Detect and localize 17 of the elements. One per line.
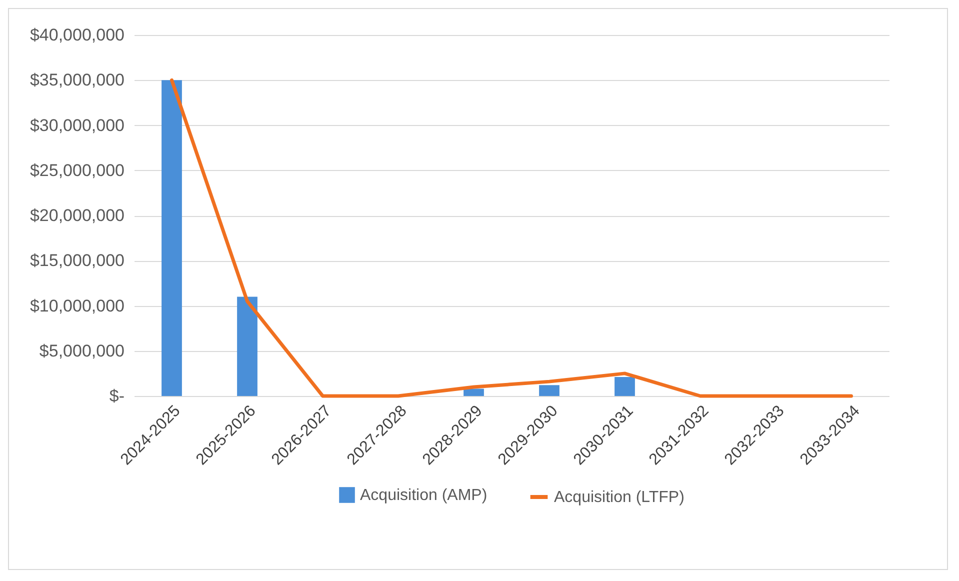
y-tick-label: $- bbox=[109, 386, 124, 406]
legend-label: Acquisition (LTFP) bbox=[554, 489, 684, 506]
y-tick-label: $35,000,000 bbox=[30, 70, 124, 90]
y-tick-label: $25,000,000 bbox=[30, 160, 124, 180]
y-tick-label: $15,000,000 bbox=[30, 251, 124, 270]
y-tick-label: $10,000,000 bbox=[30, 296, 124, 316]
bar bbox=[162, 80, 182, 396]
legend-label: Acquisition (AMP) bbox=[360, 487, 488, 504]
bar bbox=[464, 388, 484, 396]
y-tick-label: $5,000,000 bbox=[39, 341, 124, 360]
bar bbox=[614, 377, 635, 396]
bar bbox=[539, 385, 560, 396]
y-tick-label: $40,000,000 bbox=[30, 26, 124, 44]
y-tick-label: $20,000,000 bbox=[30, 206, 124, 225]
bar bbox=[237, 296, 258, 396]
line-series bbox=[170, 78, 853, 398]
y-tick-label: $30,000,000 bbox=[30, 116, 124, 135]
